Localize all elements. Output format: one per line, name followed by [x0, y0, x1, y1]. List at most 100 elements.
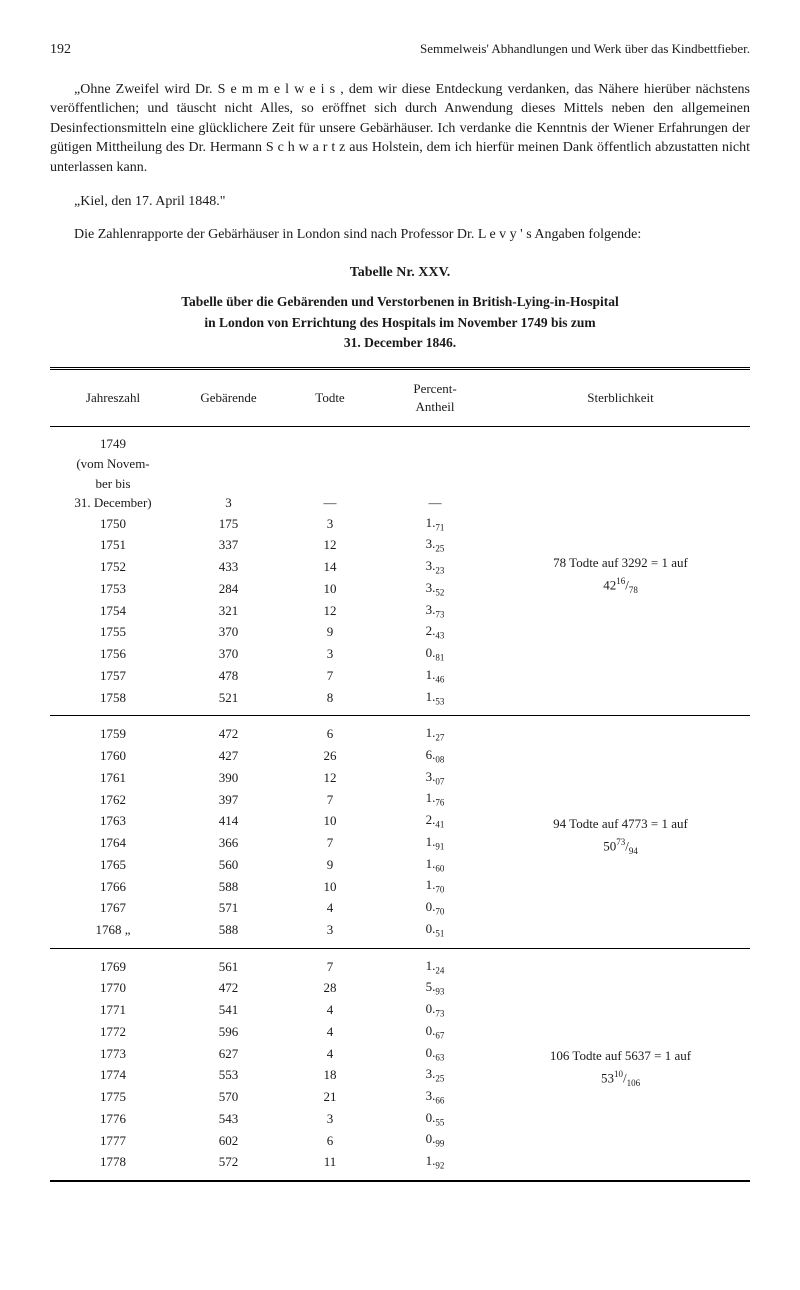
cell-todte: 7 [281, 948, 379, 977]
cell-percent: 0.70 [379, 897, 491, 919]
cell-todte: 28 [281, 977, 379, 999]
cell-percent: 2.41 [379, 810, 491, 832]
cell-geb [176, 454, 281, 474]
cell-todte: — [281, 493, 379, 513]
cell-geb: 321 [176, 600, 281, 622]
cell-geb: 370 [176, 621, 281, 643]
cell-year: 1750 [50, 513, 176, 535]
cell-year: 1755 [50, 621, 176, 643]
cell-year: 31. December) [50, 493, 176, 513]
cell-percent: 2.43 [379, 621, 491, 643]
cell-percent: 0.63 [379, 1043, 491, 1065]
col-header-percent: Percent- Antheil [379, 369, 491, 427]
cell-percent: 1.71 [379, 513, 491, 535]
cell-geb: 433 [176, 556, 281, 578]
cell-mortality: 106 Todte auf 5637 = 1 auf5310/106 [491, 948, 750, 1181]
cell-percent [379, 474, 491, 494]
cell-todte: 6 [281, 716, 379, 745]
paragraph-2: „Kiel, den 17. April 1848." [50, 192, 750, 212]
cell-year: 1772 [50, 1021, 176, 1043]
cell-geb: 478 [176, 665, 281, 687]
cell-geb: 284 [176, 578, 281, 600]
cell-mortality: 94 Todte auf 4773 = 1 auf5073/94 [491, 716, 750, 948]
cell-percent: 3.66 [379, 1086, 491, 1108]
cell-todte: 9 [281, 854, 379, 876]
col-header-geb: Gebärende [176, 369, 281, 427]
cell-percent: 3.07 [379, 767, 491, 789]
cell-geb: 543 [176, 1108, 281, 1130]
cell-geb: 370 [176, 643, 281, 665]
cell-year: 1778 [50, 1151, 176, 1181]
cell-percent: 6.08 [379, 745, 491, 767]
cell-geb: 414 [176, 810, 281, 832]
cell-percent: 0.81 [379, 643, 491, 665]
cell-year: 1774 [50, 1064, 176, 1086]
cell-year: 1761 [50, 767, 176, 789]
page-number: 192 [50, 40, 71, 60]
cell-percent: 0.67 [379, 1021, 491, 1043]
cell-todte: 6 [281, 1129, 379, 1151]
col-header-todte: Todte [281, 369, 379, 427]
table-group-1: 174978 Todte auf 3292 = 1 auf4216/78(vom… [50, 427, 750, 716]
cell-todte: 9 [281, 621, 379, 643]
cell-year: 1757 [50, 665, 176, 687]
cell-percent [379, 454, 491, 474]
running-title: Semmelweis' Abhandlungen und Werk über d… [420, 40, 750, 60]
cell-year: 1777 [50, 1129, 176, 1151]
cell-geb: 3 [176, 493, 281, 513]
cell-year: 1775 [50, 1086, 176, 1108]
cell-year: ber bis [50, 474, 176, 494]
cell-year: 1752 [50, 556, 176, 578]
cell-todte: 21 [281, 1086, 379, 1108]
cell-todte: 10 [281, 810, 379, 832]
cell-geb: 588 [176, 919, 281, 948]
cell-geb: 588 [176, 875, 281, 897]
cell-percent [379, 427, 491, 454]
cell-year: 1773 [50, 1043, 176, 1065]
cell-year: 1770 [50, 977, 176, 999]
cell-year: (vom Novem- [50, 454, 176, 474]
cell-percent: 1.76 [379, 788, 491, 810]
cell-year: 1758 [50, 687, 176, 716]
cell-percent: — [379, 493, 491, 513]
cell-geb: 570 [176, 1086, 281, 1108]
table-row: 174978 Todte auf 3292 = 1 auf4216/78 [50, 427, 750, 454]
cell-percent: 0.73 [379, 999, 491, 1021]
cell-year: 1751 [50, 534, 176, 556]
cell-todte: 14 [281, 556, 379, 578]
cell-geb: 427 [176, 745, 281, 767]
cell-percent: 3.52 [379, 578, 491, 600]
cell-percent: 3.73 [379, 600, 491, 622]
cell-geb: 472 [176, 716, 281, 745]
cell-todte: 3 [281, 919, 379, 948]
cell-geb: 561 [176, 948, 281, 977]
cell-year: 1767 [50, 897, 176, 919]
cell-percent: 0.99 [379, 1129, 491, 1151]
table-group-3: 176956171.24106 Todte auf 5637 = 1 auf53… [50, 948, 750, 1181]
cell-geb: 366 [176, 832, 281, 854]
cell-todte: 7 [281, 832, 379, 854]
cell-todte: 3 [281, 1108, 379, 1130]
cell-geb: 521 [176, 687, 281, 716]
cell-year: 1771 [50, 999, 176, 1021]
caption-line-3: 31. December 1846. [344, 335, 456, 350]
cell-year: 1760 [50, 745, 176, 767]
table-group-2: 175947261.2794 Todte auf 4773 = 1 auf507… [50, 716, 750, 948]
cell-geb: 541 [176, 999, 281, 1021]
cell-geb: 390 [176, 767, 281, 789]
cell-todte [281, 474, 379, 494]
cell-year: 1764 [50, 832, 176, 854]
cell-percent: 0.55 [379, 1108, 491, 1130]
cell-year: 1766 [50, 875, 176, 897]
cell-todte: 4 [281, 999, 379, 1021]
cell-geb: 572 [176, 1151, 281, 1181]
cell-year: 1768 „ [50, 919, 176, 948]
cell-todte: 12 [281, 767, 379, 789]
cell-geb [176, 427, 281, 454]
cell-todte: 10 [281, 875, 379, 897]
caption-line-1: Tabelle über die Gebärenden und Verstorb… [181, 294, 618, 309]
cell-geb: 397 [176, 788, 281, 810]
table-row: 176956171.24106 Todte auf 5637 = 1 auf53… [50, 948, 750, 977]
cell-percent: 0.51 [379, 919, 491, 948]
cell-geb: 627 [176, 1043, 281, 1065]
